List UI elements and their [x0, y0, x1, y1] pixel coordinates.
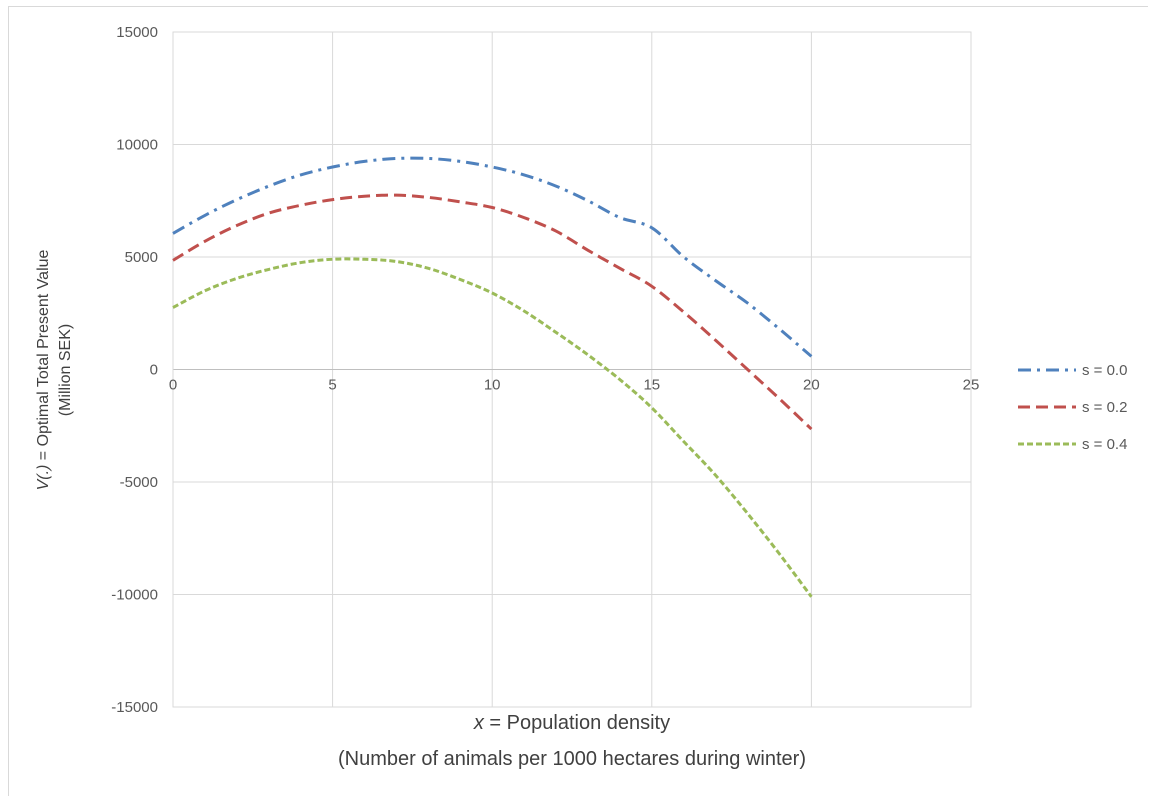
- y-axis-subtitle-group: (Million SEK): [57, 324, 74, 416]
- x-tick-label: 20: [803, 377, 820, 394]
- y-axis-variable: V(.): [35, 465, 52, 491]
- y-tick-label: 15000: [116, 24, 158, 41]
- horizontal-gridlines: [173, 31, 971, 708]
- series-line-1: [172, 193, 813, 431]
- x-axis-title: x = Population density: [473, 712, 670, 734]
- series-line-2: [172, 257, 813, 598]
- plot-area-border: [172, 31, 972, 708]
- y-axis-title-text: = Optimal Total Present Value: [35, 249, 52, 464]
- legend-label-2: s = 0.4: [1082, 436, 1127, 453]
- x-tick-label: 10: [484, 377, 501, 394]
- y-axis-title-group: V(.) = Optimal Total Present Value: [35, 249, 52, 490]
- x-tick-label: 15: [643, 377, 660, 394]
- series-lines: [172, 156, 813, 598]
- y-tick-label: 0: [150, 362, 158, 379]
- x-axis-title-text: = Population density: [484, 712, 670, 734]
- y-tick-label: 10000: [116, 137, 158, 154]
- y-tick-label: -10000: [111, 587, 158, 604]
- legend-label-0: s = 0.0: [1082, 362, 1127, 379]
- legend: s = 0.0 s = 0.2 s = 0.4: [1018, 362, 1127, 453]
- legend-label-1: s = 0.2: [1082, 399, 1127, 416]
- x-tick-label: 25: [963, 377, 980, 394]
- x-tick-label: 0: [169, 377, 177, 394]
- y-tick-labels: 15000 10000 5000 0 -5000 -10000 -15000: [111, 24, 158, 716]
- y-tick-label: -15000: [111, 699, 158, 716]
- x-axis-subtitle: (Number of animals per 1000 hectares dur…: [338, 748, 806, 770]
- y-axis-subtitle: (Million SEK): [57, 324, 74, 416]
- y-axis-title: V(.) = Optimal Total Present Value: [35, 249, 52, 490]
- series-line-0: [172, 156, 813, 358]
- chart-frame: [8, 6, 1148, 796]
- y-tick-label: 5000: [125, 249, 158, 266]
- x-tick-labels: 0 5 10 15 20 25: [169, 377, 980, 394]
- x-tick-label: 5: [328, 377, 336, 394]
- x-axis-variable: x: [473, 712, 485, 734]
- y-tick-label: -5000: [120, 474, 158, 491]
